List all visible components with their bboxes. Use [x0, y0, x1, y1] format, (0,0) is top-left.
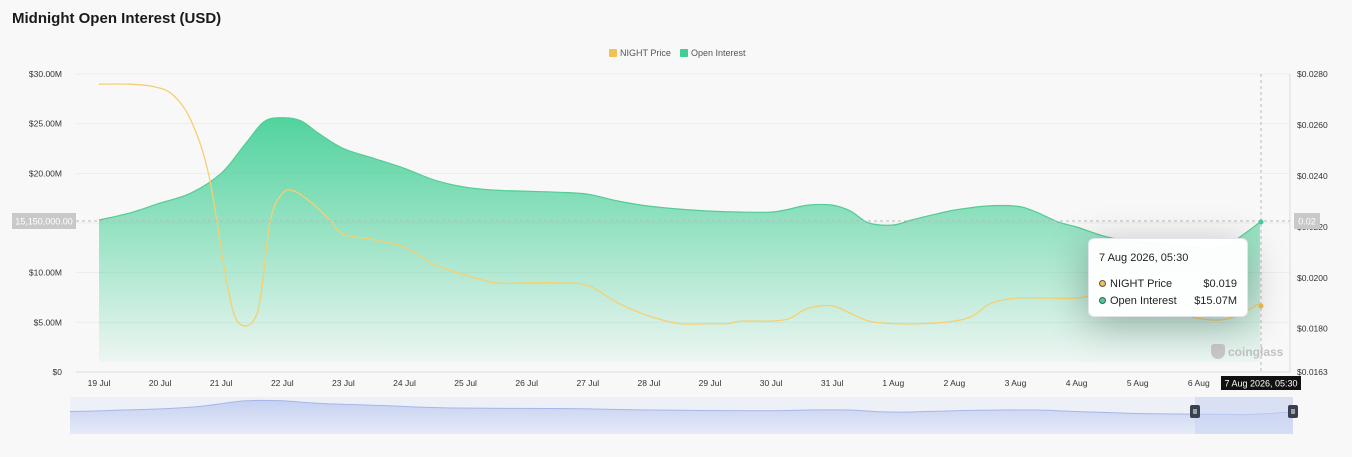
- x-tick-label: 24 Jul: [393, 378, 416, 388]
- oi-area: [99, 117, 1260, 362]
- legend-label-price[interactable]: NIGHT Price: [620, 48, 671, 58]
- y-left-tick-label: $25.00M: [29, 119, 62, 129]
- x-tick-label: 6 Aug: [1188, 378, 1210, 388]
- y-right-tick-label: $0.0163: [1297, 367, 1328, 377]
- legend-swatch-oi[interactable]: [680, 49, 688, 57]
- x-tick-label: 20 Jul: [149, 378, 172, 388]
- coinglass-logo-icon: [1211, 344, 1225, 359]
- x-tick-label: 4 Aug: [1066, 378, 1088, 388]
- x-tick-label: 27 Jul: [576, 378, 599, 388]
- x-tick-label: 1 Aug: [882, 378, 904, 388]
- y-axis-left: $0 $5.00M $10.00M $20.00M $25.00M $30.00M: [29, 69, 62, 377]
- y-left-tick-label: $0: [53, 367, 63, 377]
- y-left-tick-label: $20.00M: [29, 168, 62, 178]
- series-open-interest: [98, 117, 1261, 362]
- tooltip-price-value: $0.019: [1203, 277, 1237, 290]
- tooltip-oi-dot-icon: [1099, 297, 1106, 304]
- tooltip-price-dot-icon: [1099, 280, 1106, 287]
- crosshair: 15,150,000.00 0.02 7 Aug 2026, 05:30: [12, 74, 1320, 390]
- navigator-handle-right[interactable]: [1288, 405, 1298, 418]
- price-line: [98, 83, 1261, 327]
- tooltip: 7 Aug 2026, 05:30 NIGHT Price $0.019 Ope…: [1088, 238, 1248, 317]
- x-tick-label: 31 Jul: [821, 378, 844, 388]
- crosshair-price-point: [1258, 303, 1264, 309]
- crosshair-x-label-bg: [1221, 376, 1301, 390]
- oi-line: [98, 117, 1261, 250]
- crosshair-y2-label-bg: [1294, 213, 1320, 229]
- crosshair-y-label-bg: [12, 213, 76, 229]
- tooltip-date: 7 Aug 2026, 05:30: [1099, 252, 1189, 264]
- navigator[interactable]: [69, 397, 1298, 434]
- y-left-tick-label: $30.00M: [29, 69, 62, 79]
- legend-label-oi[interactable]: Open Interest: [691, 48, 746, 58]
- y-right-tick-label: $0.0200: [1297, 273, 1328, 283]
- y-left-tick-label: $10.00M: [29, 268, 62, 278]
- tooltip-oi-label: Open Interest: [1110, 294, 1177, 307]
- x-tick-label: 30 Jul: [760, 378, 783, 388]
- tooltip-row-oi: Open Interest $15.07M: [1099, 292, 1237, 309]
- y-right-tick-label: $0.0180: [1297, 324, 1328, 334]
- x-tick-label: 29 Jul: [699, 378, 722, 388]
- y-left-tick-label: $5.00M: [34, 317, 62, 327]
- x-tick-label: 2 Aug: [944, 378, 966, 388]
- x-tick-label: 19 Jul: [88, 378, 111, 388]
- navigator-series: [69, 399, 1294, 434]
- navigator-line: [69, 399, 1294, 416]
- chart-title: Midnight Open Interest (USD): [12, 10, 222, 27]
- x-tick-label: 3 Aug: [1005, 378, 1027, 388]
- navigator-selection[interactable]: [1195, 397, 1293, 434]
- x-tick-label: 23 Jul: [332, 378, 355, 388]
- crosshair-y2-label: 0.02: [1298, 217, 1316, 227]
- crosshair-x-label: 7 Aug 2026, 05:30: [1224, 379, 1297, 389]
- navigator-area: [70, 400, 1293, 434]
- x-axis: 19 Jul 20 Jul 21 Jul 22 Jul 23 Jul 24 Jul 25 J…: [88, 378, 1210, 388]
- x-tick-label: 25 Jul: [454, 378, 477, 388]
- y-right-tick-label: $0.0260: [1297, 120, 1328, 130]
- x-tick-label: 21 Jul: [210, 378, 233, 388]
- tooltip-oi-value: $15.07M: [1194, 294, 1237, 307]
- navigator-handle-left[interactable]: [1190, 405, 1200, 418]
- legend-swatch-price[interactable]: [609, 49, 617, 57]
- crosshair-oi-point: [1258, 219, 1264, 225]
- watermark: coinglass: [1211, 344, 1283, 359]
- x-tick-label: 22 Jul: [271, 378, 294, 388]
- legend: NIGHT Price Open Interest: [609, 48, 746, 58]
- y-right-tick-label: $0.0280: [1297, 69, 1328, 79]
- watermark-text: coinglass: [1228, 344, 1284, 359]
- tooltip-row-price: NIGHT Price $0.019: [1099, 275, 1237, 292]
- tooltip-price-label: NIGHT Price: [1110, 277, 1173, 290]
- x-tick-label: 28 Jul: [638, 378, 661, 388]
- y-right-tick-label: $0.0240: [1297, 171, 1328, 181]
- series-night-price: [98, 83, 1261, 327]
- crosshair-y-label: 15,150,000.00: [15, 217, 73, 227]
- x-tick-label: 26 Jul: [515, 378, 538, 388]
- x-tick-label: 5 Aug: [1127, 378, 1149, 388]
